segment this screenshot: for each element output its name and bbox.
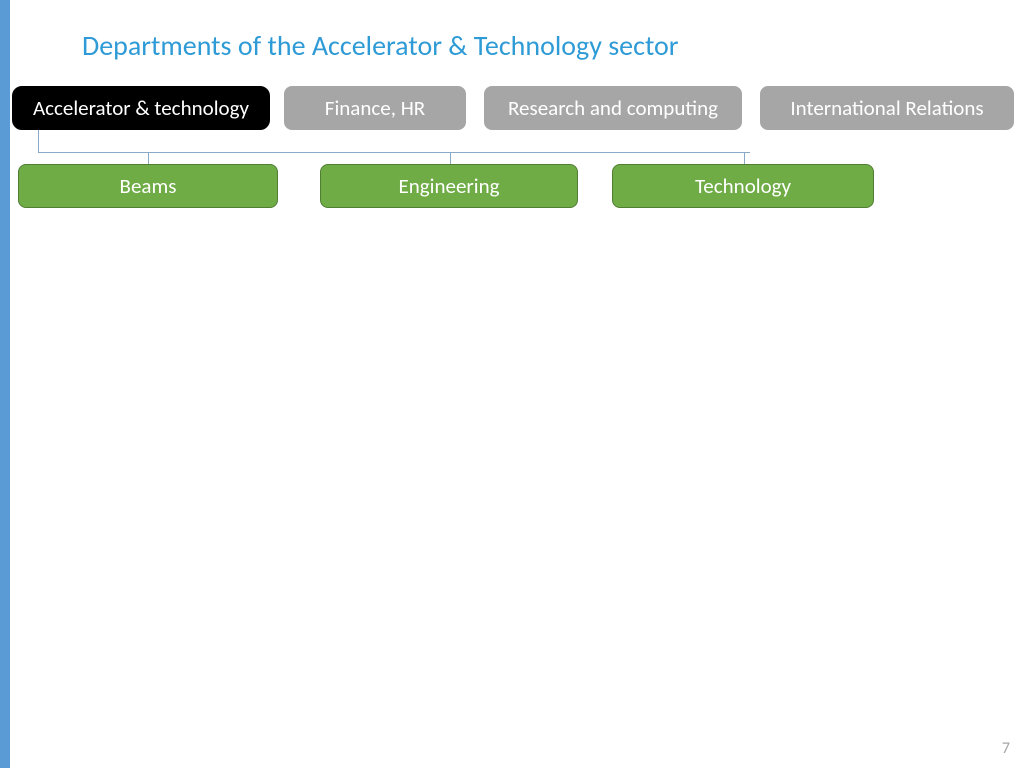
slide-accent-bar <box>0 0 10 768</box>
department-box-0: Beams <box>18 164 278 208</box>
slide-title: Departments of the Accelerator & Technol… <box>82 28 679 63</box>
sector-box-label: International Relations <box>790 95 983 121</box>
department-box-label: Beams <box>120 173 177 199</box>
sector-box-label: Accelerator & technology <box>33 95 249 121</box>
sector-box-2: Research and computing <box>484 86 742 130</box>
sector-box-label: Research and computing <box>508 95 718 121</box>
sector-box-label: Finance, HR <box>325 95 425 121</box>
sector-box-3: International Relations <box>760 86 1014 130</box>
department-box-label: Technology <box>695 173 791 199</box>
department-box-2: Technology <box>612 164 874 208</box>
page-number: 7 <box>1002 739 1010 758</box>
department-box-1: Engineering <box>320 164 578 208</box>
sector-box-1: Finance, HR <box>284 86 466 130</box>
sector-box-0: Accelerator & technology <box>12 86 270 130</box>
department-box-label: Engineering <box>399 173 500 199</box>
